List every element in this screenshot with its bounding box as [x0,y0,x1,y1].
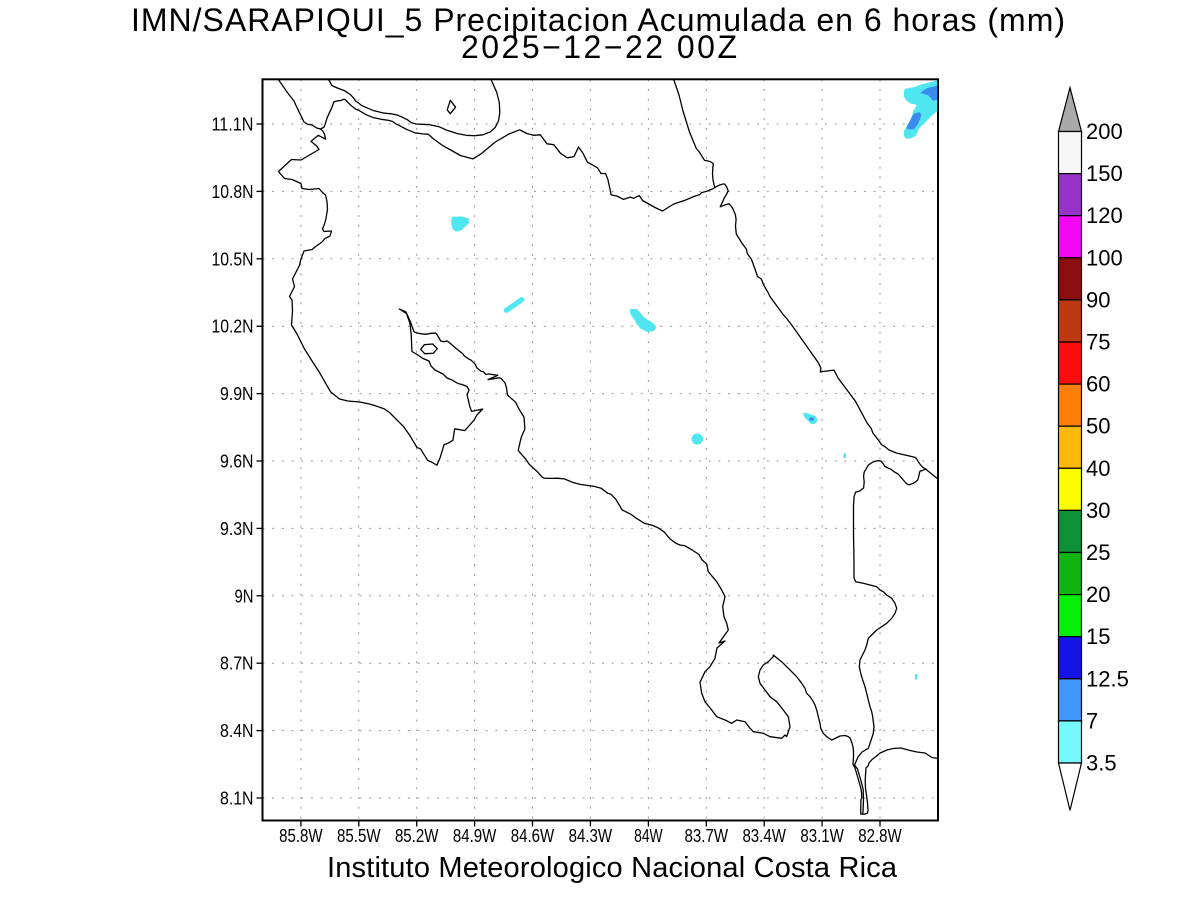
svg-text:30: 30 [1086,498,1110,523]
svg-text:Instituto Meteorologico Nacion: Instituto Meteorologico Nacional Costa R… [327,852,898,884]
svg-text:9N: 9N [235,586,254,606]
svg-text:200: 200 [1086,119,1123,144]
svg-text:83.1W: 83.1W [800,826,844,846]
svg-text:84.9W: 84.9W [453,826,497,846]
svg-text:8.4N: 8.4N [220,721,254,741]
svg-text:60: 60 [1086,372,1110,397]
svg-text:12.5: 12.5 [1086,666,1129,691]
svg-text:120: 120 [1086,203,1123,228]
svg-text:84W: 84W [634,826,663,846]
svg-text:150: 150 [1086,161,1123,186]
svg-text:7: 7 [1086,708,1098,733]
svg-text:8.1N: 8.1N [220,789,254,809]
svg-text:85.2W: 85.2W [395,826,439,846]
svg-text:9.9N: 9.9N [220,384,254,404]
svg-text:10.5N: 10.5N [212,249,254,269]
svg-text:IMN/SARAPIQUI_5 Precipitacion: IMN/SARAPIQUI_5 Precipitacion Acumulada … [131,2,1065,38]
svg-text:84.3W: 84.3W [569,826,613,846]
svg-text:85.5W: 85.5W [337,826,381,846]
svg-text:8.7N: 8.7N [220,654,254,674]
svg-text:9.6N: 9.6N [220,452,254,472]
svg-text:100: 100 [1086,245,1123,270]
svg-text:50: 50 [1086,414,1110,439]
svg-text:84.6W: 84.6W [511,826,555,846]
svg-text:75: 75 [1086,330,1110,355]
svg-text:83.7W: 83.7W [685,826,729,846]
svg-text:11.1N: 11.1N [212,115,254,135]
svg-text:10.8N: 10.8N [212,182,254,202]
svg-text:25: 25 [1086,540,1110,565]
svg-text:90: 90 [1086,287,1110,312]
svg-text:2025−12−22 00Z: 2025−12−22 00Z [461,29,737,65]
svg-text:40: 40 [1086,456,1110,481]
svg-text:82.8W: 82.8W [858,826,902,846]
svg-text:3.5: 3.5 [1086,751,1117,776]
svg-text:9.3N: 9.3N [220,519,254,539]
svg-text:85.8W: 85.8W [279,826,323,846]
svg-text:83.4W: 83.4W [742,826,786,846]
svg-text:10.2N: 10.2N [212,317,254,337]
svg-text:15: 15 [1086,624,1110,649]
svg-text:20: 20 [1086,582,1110,607]
